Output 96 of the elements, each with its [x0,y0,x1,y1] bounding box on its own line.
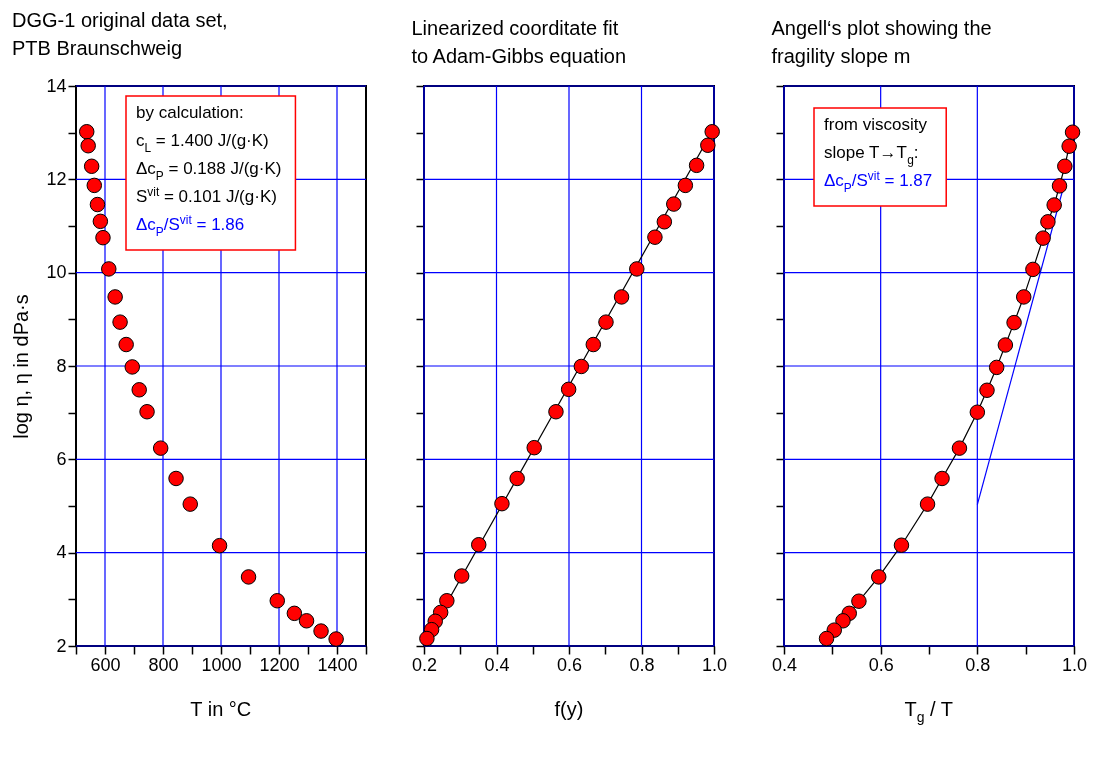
point [997,337,1014,353]
point [573,358,590,375]
point [560,381,577,398]
x-tick-label: 800 [148,654,179,675]
x-axis-title: T in °C [190,698,252,720]
point [585,336,602,353]
point [1006,314,1022,331]
y-tick-label: 8 [56,355,67,376]
point [269,593,286,609]
point [494,495,510,512]
point [951,440,968,456]
point [666,196,682,212]
chart-title: DGG-1 original data set, PTB Braunschweig [11,9,228,59]
point [1040,214,1056,230]
point [118,336,134,353]
point [182,496,199,512]
y-tick-label: 2 [56,635,67,656]
point [688,157,705,174]
y-tick-label: 12 [46,168,67,189]
x-tick-label: 0.4 [771,654,798,675]
x-tick-label: 0.8 [965,654,991,675]
point [851,593,867,609]
point [934,470,950,487]
point [240,569,257,585]
point [548,404,564,420]
x-tick-label: 0.2 [411,654,438,675]
point [1035,230,1051,246]
point [700,137,716,153]
x-tick-label: 1.0 [701,654,728,675]
point [1061,138,1077,154]
point [92,213,109,230]
point [598,314,614,330]
point [1046,197,1062,213]
point [124,359,141,375]
point [893,537,910,553]
point [1064,124,1081,140]
point [629,261,645,277]
point [78,124,95,140]
point [80,138,96,154]
point [453,568,470,584]
point [919,496,936,512]
point [83,158,100,174]
point [89,196,106,213]
point [298,613,315,629]
annotation: by calculation: [136,103,244,123]
point [152,440,169,456]
x-axis-title: f(y) [554,698,584,720]
y-tick-label: 14 [46,75,67,96]
point [86,177,103,194]
annotation: from viscosity [824,115,928,135]
y-tick-label: 4 [56,542,67,563]
point [969,404,986,420]
point [1057,158,1073,174]
point [979,382,995,398]
point [677,177,694,194]
point [112,314,128,330]
point [101,261,117,277]
point [818,630,835,647]
point [168,470,184,487]
y-axis-title: log η, η in dPa·s [10,294,33,439]
x-tick-label: 1400 [317,654,358,675]
x-tick-label: 0.8 [629,654,655,675]
y-tick-label: 6 [56,448,67,469]
point [656,214,673,230]
point [313,623,329,639]
point [139,404,155,420]
point [470,537,487,553]
point [419,630,435,647]
point [211,537,228,554]
point [439,593,455,609]
point [835,613,851,629]
x-tick-label: 1000 [201,654,242,675]
x-tick-label: 0.6 [868,654,894,675]
x-tick-label: 1.0 [1061,654,1088,675]
point [1025,261,1041,278]
point [526,439,542,456]
y-tick-label: 10 [46,262,67,283]
point [509,470,525,487]
point [988,359,1005,376]
point [107,289,123,305]
point [1015,289,1032,305]
x-tick-label: 1200 [259,654,300,675]
point [1051,178,1068,194]
point [131,382,147,398]
x-tick-label: 600 [90,654,121,675]
point [328,631,344,647]
chart-title: Linearized coorditate fit to Adam-Gibbs equation [411,17,627,68]
chart-title: Angell‘s plot showing the fragility slope m [771,17,992,68]
point [870,569,887,585]
x-tick-label: 0.6 [556,654,583,675]
point [647,229,663,245]
point [613,289,630,305]
point [704,124,720,140]
x-tick-label: 0.4 [484,654,510,675]
point [286,605,303,622]
point [95,229,111,246]
